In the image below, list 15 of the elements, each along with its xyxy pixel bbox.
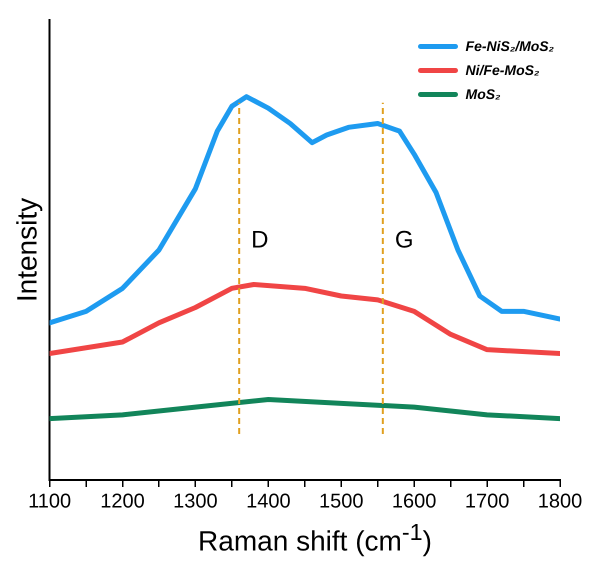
legend-label: MoS₂ (466, 85, 500, 104)
x-tick-label: 1700 (464, 490, 510, 513)
x-tick-label: 1200 (100, 490, 145, 513)
x-tick-label: 1800 (538, 490, 582, 513)
y-axis-title: Intensity (12, 198, 43, 302)
x-tick-label: 1500 (319, 490, 364, 513)
x-tick-label: 1300 (173, 490, 218, 513)
x-axis-title: Raman shift (cm$^{-1}$) (197, 518, 433, 557)
x-tick-label: 1400 (246, 490, 291, 513)
ref-line-label: G (394, 226, 414, 254)
x-tick-label: 1600 (392, 490, 436, 513)
x-tick-label: 1100 (28, 490, 72, 513)
ref-line-label: D (251, 226, 269, 254)
legend-label: Fe-NiS₂/MoS₂ (466, 37, 554, 56)
legend-label: Ni/Fe-MoS₂ (466, 61, 540, 80)
